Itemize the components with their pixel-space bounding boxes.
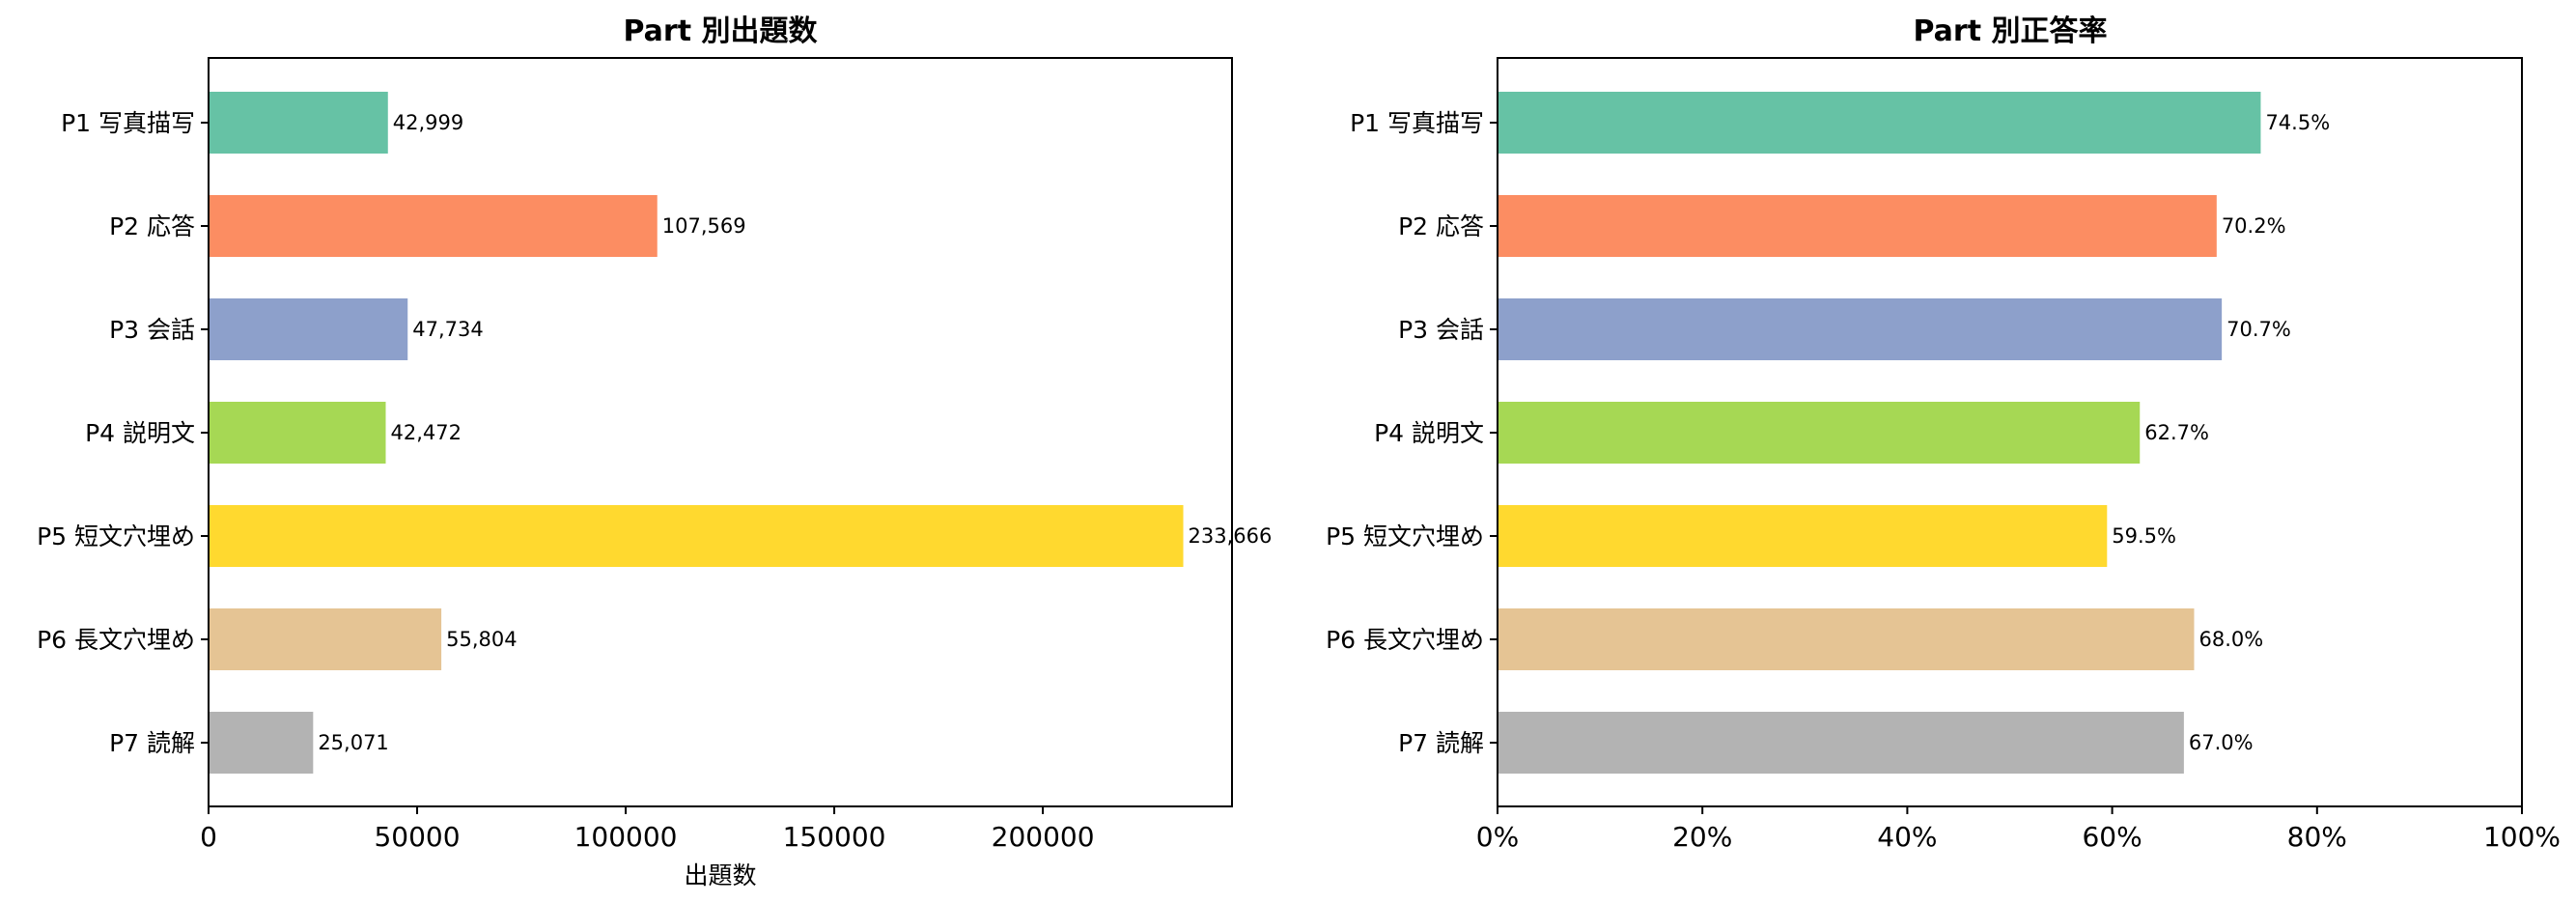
bars-group: 42,999 107,569 47,734 42,472 233,666 55,804 25… — [209, 92, 1272, 774]
y-tick-label: P5 短文穴埋め — [37, 522, 195, 550]
data-label: 55,804 — [446, 628, 517, 651]
data-label: 25,071 — [318, 731, 388, 754]
bar — [1498, 505, 2108, 567]
x-tick-label: 150000 — [783, 821, 886, 853]
x-axis-label: 出題数 — [684, 861, 756, 889]
x-tick-label: 40% — [1877, 821, 1937, 853]
x-tick-label: 200000 — [992, 821, 1095, 853]
bar — [1498, 608, 2195, 670]
panel-accuracy-rate: Part 別正答率 74.5% 70.2% 70.7% 62.7% 59.5% 68.0%… — [1326, 14, 2561, 853]
bar — [209, 608, 442, 670]
bar — [209, 712, 314, 774]
bar — [209, 195, 658, 257]
y-tick-label: P4 説明文 — [85, 419, 195, 447]
x-axis-ticks: 0% 20% 40% 60% 80% 100% — [1476, 806, 2561, 853]
y-tick-label: P6 長文穴埋め — [37, 626, 195, 654]
data-label: 62.7% — [2144, 421, 2209, 444]
bar — [209, 505, 1184, 567]
x-tick-label: 0% — [1476, 821, 1519, 853]
x-tick-label: 80% — [2287, 821, 2347, 853]
y-tick-label: P2 応答 — [1398, 212, 1484, 240]
bar — [1498, 712, 2184, 774]
plot-frame — [208, 57, 1233, 807]
bar — [1498, 92, 2261, 154]
x-tick-label: 50000 — [374, 821, 460, 853]
x-axis-ticks: 0 50000 100000 150000 200000 — [200, 806, 1095, 853]
bar — [209, 298, 408, 360]
data-label: 70.7% — [2226, 318, 2291, 341]
data-label: 68.0% — [2198, 628, 2263, 651]
y-tick-label: P4 説明文 — [1374, 419, 1484, 447]
bar — [209, 402, 386, 464]
y-tick-label: P5 短文穴埋め — [1326, 522, 1484, 550]
y-tick-label: P2 応答 — [109, 212, 195, 240]
data-label: 42,472 — [390, 421, 461, 444]
y-tick-label: P7 読解 — [1398, 729, 1484, 757]
data-label: 107,569 — [662, 214, 746, 238]
y-tick-label: P7 読解 — [109, 729, 195, 757]
bar — [1498, 195, 2217, 257]
y-tick-label: P6 長文穴埋め — [1326, 626, 1484, 654]
x-tick-label: 20% — [1672, 821, 1732, 853]
bar — [1498, 402, 2141, 464]
y-tick-label: P3 会話 — [109, 316, 195, 344]
x-tick-label: 60% — [2082, 821, 2142, 853]
data-label: 42,999 — [393, 111, 463, 134]
y-tick-label: P3 会話 — [1398, 316, 1484, 344]
data-label: 70.2% — [2222, 214, 2286, 238]
bars-group: 74.5% 70.2% 70.7% 62.7% 59.5% 68.0% 67.0% — [1498, 92, 2330, 774]
data-label: 59.5% — [2112, 524, 2176, 548]
bar — [1498, 298, 2223, 360]
x-tick-label: 0 — [200, 821, 217, 853]
y-tick-label: P1 写真描写 — [1350, 109, 1484, 137]
data-label: 74.5% — [2265, 111, 2330, 134]
category-labels: P1 写真描写 P2 応答 P3 会話 P4 説明文 P5 短文穴埋め P6 長文穴埋め P… — [37, 109, 209, 757]
category-labels: P1 写真描写 P2 応答 P3 会話 P4 説明文 P5 短文穴埋め P6 長文穴埋め P… — [1326, 109, 1498, 757]
x-tick-label: 100% — [2483, 821, 2561, 853]
x-tick-label: 100000 — [574, 821, 678, 853]
data-label: 47,734 — [412, 318, 483, 341]
chart-title: Part 別出題数 — [623, 14, 818, 48]
bar — [209, 92, 388, 154]
y-tick-label: P1 写真描写 — [61, 109, 195, 137]
panel-question-count: Part 別出題数 42,999 107,569 47,734 42,472 233,6… — [37, 14, 1272, 889]
data-label: 67.0% — [2189, 731, 2254, 754]
chart-title: Part 別正答率 — [1913, 14, 2107, 48]
plot-frame — [1497, 57, 2523, 807]
data-label: 233,666 — [1189, 524, 1273, 548]
